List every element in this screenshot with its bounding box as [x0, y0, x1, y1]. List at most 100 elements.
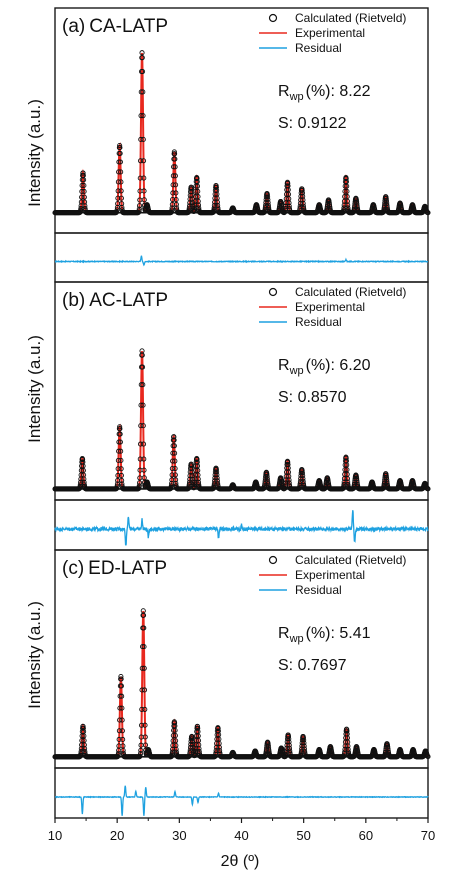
calculated-point	[78, 749, 84, 755]
calculated-point	[216, 744, 222, 750]
calculated-point	[342, 194, 348, 200]
calculated-point	[139, 665, 145, 671]
calculated-point	[344, 183, 350, 189]
calculated-point	[118, 179, 124, 185]
calculated-point	[192, 198, 198, 204]
calculated-point	[341, 198, 348, 204]
y-axis-label-a: Intensity (a.u.)	[25, 99, 44, 207]
calculated-point	[283, 477, 289, 483]
sample-name-a: CA-LATP	[89, 16, 168, 37]
calculated-point	[81, 188, 87, 195]
calculated-point	[117, 150, 123, 156]
calculated-point	[297, 200, 303, 206]
experimental-curve-c	[55, 610, 429, 758]
calculated-point	[173, 182, 179, 188]
calculated-point	[196, 746, 202, 752]
calculated-point	[214, 199, 220, 205]
residual-curve-b	[54, 510, 429, 546]
calculated-point	[119, 477, 125, 484]
calculated-point	[119, 693, 125, 699]
panels: (a) CA-LATP Calculated (Rietveld)Experimen…	[52, 7, 431, 819]
calculated-point	[141, 467, 147, 473]
residual-plot-frame-a	[54, 232, 429, 283]
calculated-point	[115, 457, 121, 464]
calculated-point	[187, 476, 193, 482]
calculated-point	[342, 749, 348, 755]
calculated-point	[81, 742, 87, 748]
calculated-point	[301, 740, 307, 746]
calculated-point	[172, 151, 178, 157]
calculated-point	[142, 722, 148, 728]
calculated-point	[173, 197, 179, 203]
calculated-point	[286, 745, 293, 751]
legend-calculated-marker	[268, 555, 278, 565]
calculated-point	[136, 483, 142, 489]
calculated-point	[118, 673, 124, 680]
calculated-point	[137, 750, 144, 757]
calculated-point	[172, 173, 178, 179]
panel-letter-a: (a)	[62, 16, 85, 37]
calculated-point	[142, 706, 148, 712]
calculated-point	[117, 159, 123, 165]
calculated-point	[138, 89, 144, 95]
panel-c: (c) ED-LATP Calculated (Rietveld)Experimen…	[52, 549, 431, 819]
calculated-point	[138, 722, 145, 728]
rwp-text-a: Rwp (%): 8.22	[278, 83, 371, 103]
calculated-point	[264, 476, 270, 482]
calculated-point	[300, 735, 306, 741]
calculated-point	[141, 644, 147, 650]
calculated-point	[300, 476, 306, 482]
calculated-point	[81, 194, 87, 200]
calculated-point	[188, 186, 195, 192]
calculated-point	[138, 382, 144, 388]
x-tick-label: 30	[172, 828, 186, 843]
calculated-point	[285, 733, 292, 739]
calculated-point	[265, 197, 271, 203]
calculated-point	[345, 743, 351, 749]
calculated-points-b	[52, 348, 431, 492]
calculated-point	[137, 441, 144, 447]
calculated-point	[285, 461, 291, 468]
panel-letter-c: (c)	[62, 558, 84, 579]
x-tick-label: 20	[110, 828, 124, 843]
calculated-point	[285, 459, 291, 465]
calculated-point	[342, 467, 348, 473]
calculated-point	[192, 479, 198, 485]
calculated-point	[118, 466, 124, 472]
calculated-point	[190, 741, 196, 747]
calculated-point	[213, 747, 219, 754]
calculated-point	[115, 195, 121, 201]
x-axis: 10 20 30 40 50 60 70	[48, 818, 435, 843]
calculated-point	[194, 176, 200, 182]
calculated-point	[170, 738, 176, 744]
calculated-point	[172, 156, 178, 162]
calculated-point	[302, 748, 308, 754]
calculated-point	[299, 468, 305, 474]
calculated-point	[342, 188, 348, 194]
calculated-point	[170, 742, 176, 749]
calculated-point	[342, 746, 348, 752]
panel-letter-b: (b)	[62, 290, 85, 311]
legend-a: Calculated (Rietveld)ExperimentalResidua…	[259, 11, 406, 55]
calculated-point	[172, 733, 178, 739]
calculated-point	[172, 164, 178, 170]
calculated-point	[215, 728, 221, 734]
calculated-point	[286, 739, 292, 745]
calculated-point	[81, 182, 87, 188]
calculated-point	[173, 201, 179, 208]
calculated-point	[115, 750, 121, 756]
calculated-point	[285, 180, 291, 186]
calculated-point	[117, 717, 123, 723]
calculated-point	[137, 456, 143, 462]
calculated-point	[214, 475, 220, 481]
residual-plot-frame-c	[54, 767, 429, 819]
s-value-b: S: 0.8570	[278, 389, 347, 406]
calculated-point	[299, 746, 305, 752]
calculated-point	[168, 483, 174, 489]
calculated-point	[213, 467, 219, 473]
calculated-point	[171, 164, 177, 170]
calculated-point	[139, 50, 145, 56]
calculated-point	[195, 476, 201, 482]
calculated-point	[300, 197, 306, 203]
